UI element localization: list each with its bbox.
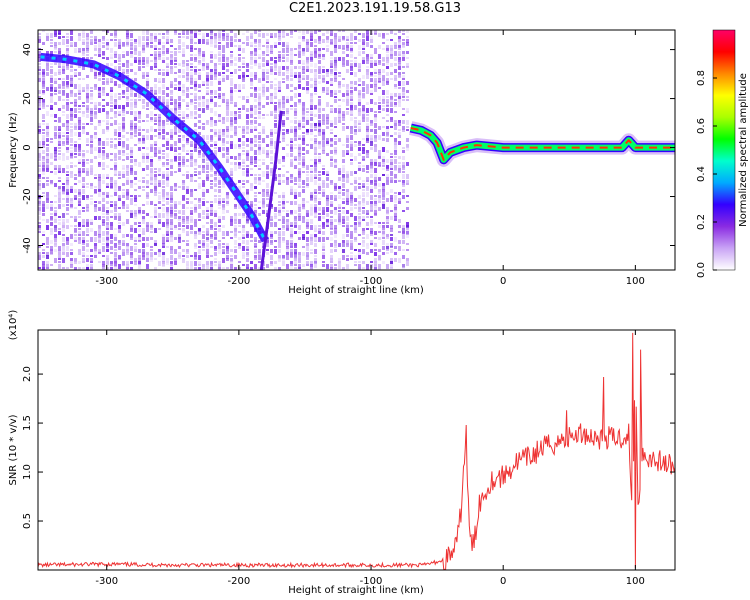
colorbar-gradient xyxy=(712,29,736,271)
colorbar-ticks: 0.0 0.2 0.4 0.6 0.8 xyxy=(696,70,717,278)
snr-plot-area xyxy=(38,332,675,570)
x-tick-label: 100 xyxy=(626,276,645,287)
colorbar-tick-label: 0.8 xyxy=(696,70,707,86)
snr-y-label: SNR (10 * v/v) xyxy=(8,414,19,485)
y-tick-label: 0 xyxy=(22,144,33,150)
x-tick-label: -300 xyxy=(95,276,118,287)
x-tick-label: 0 xyxy=(500,576,506,587)
colorbar-tick-label: 0.0 xyxy=(696,262,707,278)
figure-title: C2E1.2023.191.19.58.G13 xyxy=(288,1,462,16)
track-secondary-line xyxy=(259,110,283,270)
snr-panel: -300 -200 -100 0 100 0.5 1.0 1.5 2.0 Height of … xyxy=(8,310,676,596)
x-tick-label: -200 xyxy=(228,576,251,587)
snr-x-ticks: -300 -200 -100 0 100 xyxy=(95,330,645,587)
x-tick-label: -100 xyxy=(360,276,383,287)
colorbar-tick-label: 0.6 xyxy=(696,118,707,134)
x-tick-label: 0 xyxy=(500,276,506,287)
track-carrier xyxy=(409,121,675,167)
y-tick-label: 1.5 xyxy=(22,415,33,431)
y-tick-label: 40 xyxy=(22,43,33,56)
y-tick-label: 1.0 xyxy=(22,464,33,480)
secondary-line-stroke xyxy=(259,110,283,270)
spectrogram-y-ticks: -40 -20 0 20 40 xyxy=(22,43,675,254)
snr-frame xyxy=(37,329,676,571)
x-tick-label: -300 xyxy=(95,576,118,587)
snr-series-line xyxy=(38,332,675,570)
colorbar-label: Normalized spectral amplitude xyxy=(738,73,749,227)
x-tick-label: 100 xyxy=(626,576,645,587)
carrier-core xyxy=(410,127,675,161)
track-main-signal xyxy=(40,52,269,243)
spectrogram-frame xyxy=(37,29,676,271)
y-tick-label: 0.5 xyxy=(22,513,33,529)
colorbar-tick-label: 0.2 xyxy=(696,214,707,230)
spectrogram-plot-area xyxy=(38,30,675,270)
y-tick-label: -40 xyxy=(22,237,33,253)
y-tick-label: -20 xyxy=(22,188,33,204)
snr-x-label: Height of straight line (km) xyxy=(288,585,424,596)
colorbar: 0.0 0.2 0.4 0.6 0.8 Normalized spectral ampl… xyxy=(696,29,749,278)
x-tick-label: -200 xyxy=(228,276,251,287)
y-tick-label: 2.0 xyxy=(22,366,33,382)
snr-y-multiplier: (x10⁴) xyxy=(8,310,19,341)
x-tick-label: -100 xyxy=(360,576,383,587)
colorbar-tick-label: 0.4 xyxy=(696,166,707,182)
spectrogram-y-label: Frequency (Hz) xyxy=(8,112,19,188)
main-signal-core xyxy=(40,55,267,242)
y-tick-label: 20 xyxy=(22,92,33,105)
spectrogram-x-ticks: -300 -200 -100 0 100 xyxy=(95,30,645,287)
snr-y-ticks: 0.5 1.0 1.5 2.0 xyxy=(22,366,675,529)
spectrogram-x-label: Height of straight line (km) xyxy=(288,285,424,296)
